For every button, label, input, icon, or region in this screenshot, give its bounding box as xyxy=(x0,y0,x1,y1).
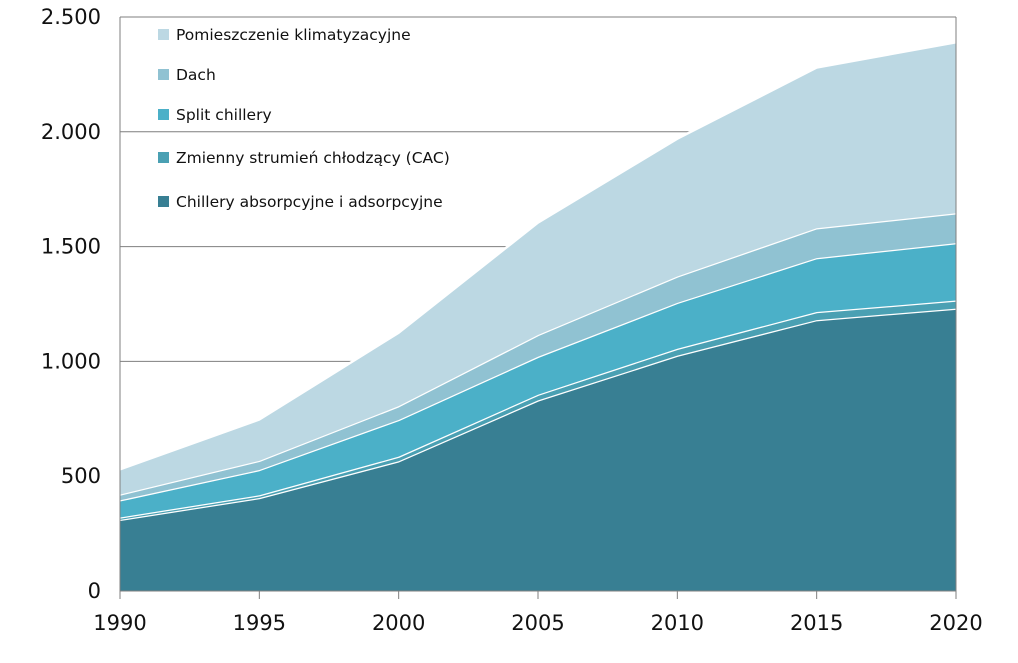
y-tick-label: 2.500 xyxy=(41,5,101,29)
legend-label: Zmienny strumień chłodzący (CAC) xyxy=(176,149,450,167)
area-series-5 xyxy=(120,42,956,495)
legend-label: Dach xyxy=(176,66,216,84)
legend-swatch xyxy=(158,152,169,163)
y-tick-label: 0 xyxy=(88,579,101,603)
area-series-4 xyxy=(120,213,956,501)
y-tick-label: 2.000 xyxy=(41,120,101,144)
legend-label: Pomieszczenie klimatyzacyjne xyxy=(176,26,411,44)
y-tick-label: 1.000 xyxy=(41,349,101,373)
x-tick-label: 2005 xyxy=(511,611,564,635)
legend-swatch xyxy=(158,196,169,207)
area-series-1 xyxy=(120,308,956,591)
x-tick-label: 2000 xyxy=(372,611,425,635)
area-series xyxy=(119,41,957,591)
x-tick-label: 1995 xyxy=(233,611,286,635)
x-tick-label: 2015 xyxy=(790,611,843,635)
legend-label: Chillery absorpcyjne i adsorpcyjne xyxy=(176,193,443,211)
axes: 0 500 1.000 1.500 2.000 2.500 1990 1995 2000 2005… xyxy=(41,5,983,635)
legend-swatch xyxy=(158,69,169,80)
legend-swatch xyxy=(158,109,169,120)
y-tick-label: 500 xyxy=(61,464,101,488)
legend-label: Split chillery xyxy=(176,106,272,124)
area-series-5-edge xyxy=(119,41,957,471)
legend-swatch xyxy=(158,29,169,40)
y-tick-label: 1.500 xyxy=(41,235,101,259)
x-tick-label: 1990 xyxy=(93,611,146,635)
x-tick-label: 2020 xyxy=(929,611,982,635)
legend: Pomieszczenie klimatyzacyjne Dach Split ch… xyxy=(158,26,450,211)
area-series-3 xyxy=(120,243,956,518)
x-tick-label: 2010 xyxy=(651,611,704,635)
